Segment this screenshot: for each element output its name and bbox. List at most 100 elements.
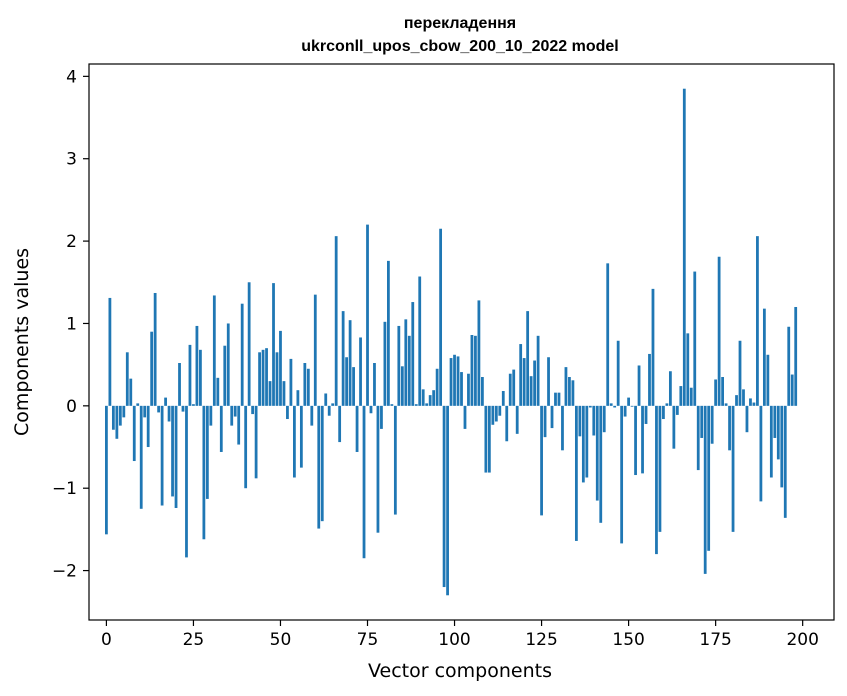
bar-79 [380, 405, 383, 429]
bar-103 [463, 405, 467, 429]
bar-136 [578, 405, 582, 437]
bar-75 [366, 224, 369, 406]
x-tick-label: 25 [183, 630, 205, 650]
bar-134 [571, 380, 575, 406]
bar-28 [202, 405, 206, 540]
y-tick-label: 4 [66, 67, 77, 87]
bar-186 [752, 402, 756, 406]
bar-60 [313, 294, 317, 406]
bars-group [105, 88, 798, 596]
bar-147 [616, 340, 620, 406]
bar-21 [178, 363, 181, 406]
bar-87 [407, 335, 411, 406]
bar-197 [790, 374, 794, 406]
y-tick-label: 3 [66, 150, 77, 170]
bar-62 [320, 405, 324, 522]
bar-3 [115, 405, 119, 439]
bar-93 [428, 395, 432, 406]
bar-190 [766, 354, 770, 406]
bar-14 [153, 292, 157, 406]
bar-166 [682, 88, 686, 406]
bar-141 [595, 405, 599, 501]
bar-40 [244, 405, 248, 489]
bar-26 [195, 325, 199, 406]
bar-64 [327, 405, 331, 416]
bar-13 [150, 331, 154, 406]
bar-22 [181, 405, 185, 412]
bar-189 [762, 308, 766, 406]
bar-195 [783, 405, 787, 518]
bar-188 [759, 405, 763, 502]
x-tick-label: 175 [699, 630, 731, 650]
bar-191 [769, 405, 773, 478]
y-tick-label: 1 [66, 314, 77, 334]
bar-184 [745, 405, 749, 433]
bar-99 [449, 358, 453, 406]
bar-104 [467, 373, 470, 406]
bar-52 [286, 405, 289, 420]
bar-81 [387, 260, 390, 406]
bar-178 [724, 403, 728, 406]
bar-70 [348, 320, 352, 406]
bar-86 [404, 319, 408, 406]
bar-196 [787, 326, 791, 406]
bar-15 [157, 405, 161, 413]
plot-frame [88, 63, 835, 621]
bar-47 [268, 381, 272, 406]
bar-194 [780, 405, 784, 488]
bar-177 [721, 377, 724, 406]
bar-37 [233, 405, 237, 417]
bar-102 [460, 372, 463, 406]
bar-167 [686, 333, 690, 406]
bar-96 [439, 228, 443, 406]
bar-85 [400, 366, 404, 406]
bar-31 [212, 295, 216, 406]
bar-72 [355, 405, 359, 452]
bar-56 [299, 405, 303, 468]
bar-9 [136, 403, 140, 406]
bar-161 [665, 403, 669, 406]
bar-42 [251, 405, 255, 415]
bar-179 [728, 405, 731, 451]
bar-6 [125, 352, 129, 406]
bar-106 [474, 335, 477, 406]
bar-122 [529, 376, 533, 406]
bar-116 [508, 373, 512, 406]
bar-117 [512, 369, 516, 406]
bar-107 [477, 300, 481, 406]
bar-142 [599, 405, 603, 523]
bar-118 [515, 405, 519, 434]
bar-163 [672, 405, 676, 449]
x-tick-label: 150 [612, 630, 644, 650]
bar-98 [446, 405, 449, 596]
bar-18 [167, 405, 171, 422]
bar-53 [289, 358, 293, 406]
y-axis-label: Components values [11, 248, 33, 436]
bar-51 [282, 381, 286, 406]
bar-20 [174, 405, 178, 508]
bar-12 [146, 405, 150, 448]
bar-55 [296, 390, 300, 406]
bar-132 [564, 367, 568, 406]
bar-88 [411, 302, 415, 406]
x-axis-label: Vector components [368, 660, 552, 682]
y-axis-ticks: −2 −1 0 1 2 3 4 [52, 67, 89, 582]
bar-170 [696, 405, 700, 471]
bar-168 [689, 387, 693, 406]
bar-101 [456, 356, 460, 406]
bar-156 [648, 353, 651, 406]
bar-25 [192, 404, 195, 406]
bar-130 [557, 392, 561, 406]
bar-11 [143, 405, 147, 418]
bar-158 [655, 405, 658, 555]
bar-151 [630, 405, 634, 407]
bar-114 [501, 391, 505, 406]
bar-34 [223, 345, 227, 406]
bar-80 [383, 321, 387, 406]
bar-115 [505, 405, 509, 442]
bar-49 [275, 352, 279, 406]
bar-2 [111, 405, 115, 430]
bar-23 [185, 405, 188, 558]
y-tick-label: −1 [52, 479, 77, 499]
